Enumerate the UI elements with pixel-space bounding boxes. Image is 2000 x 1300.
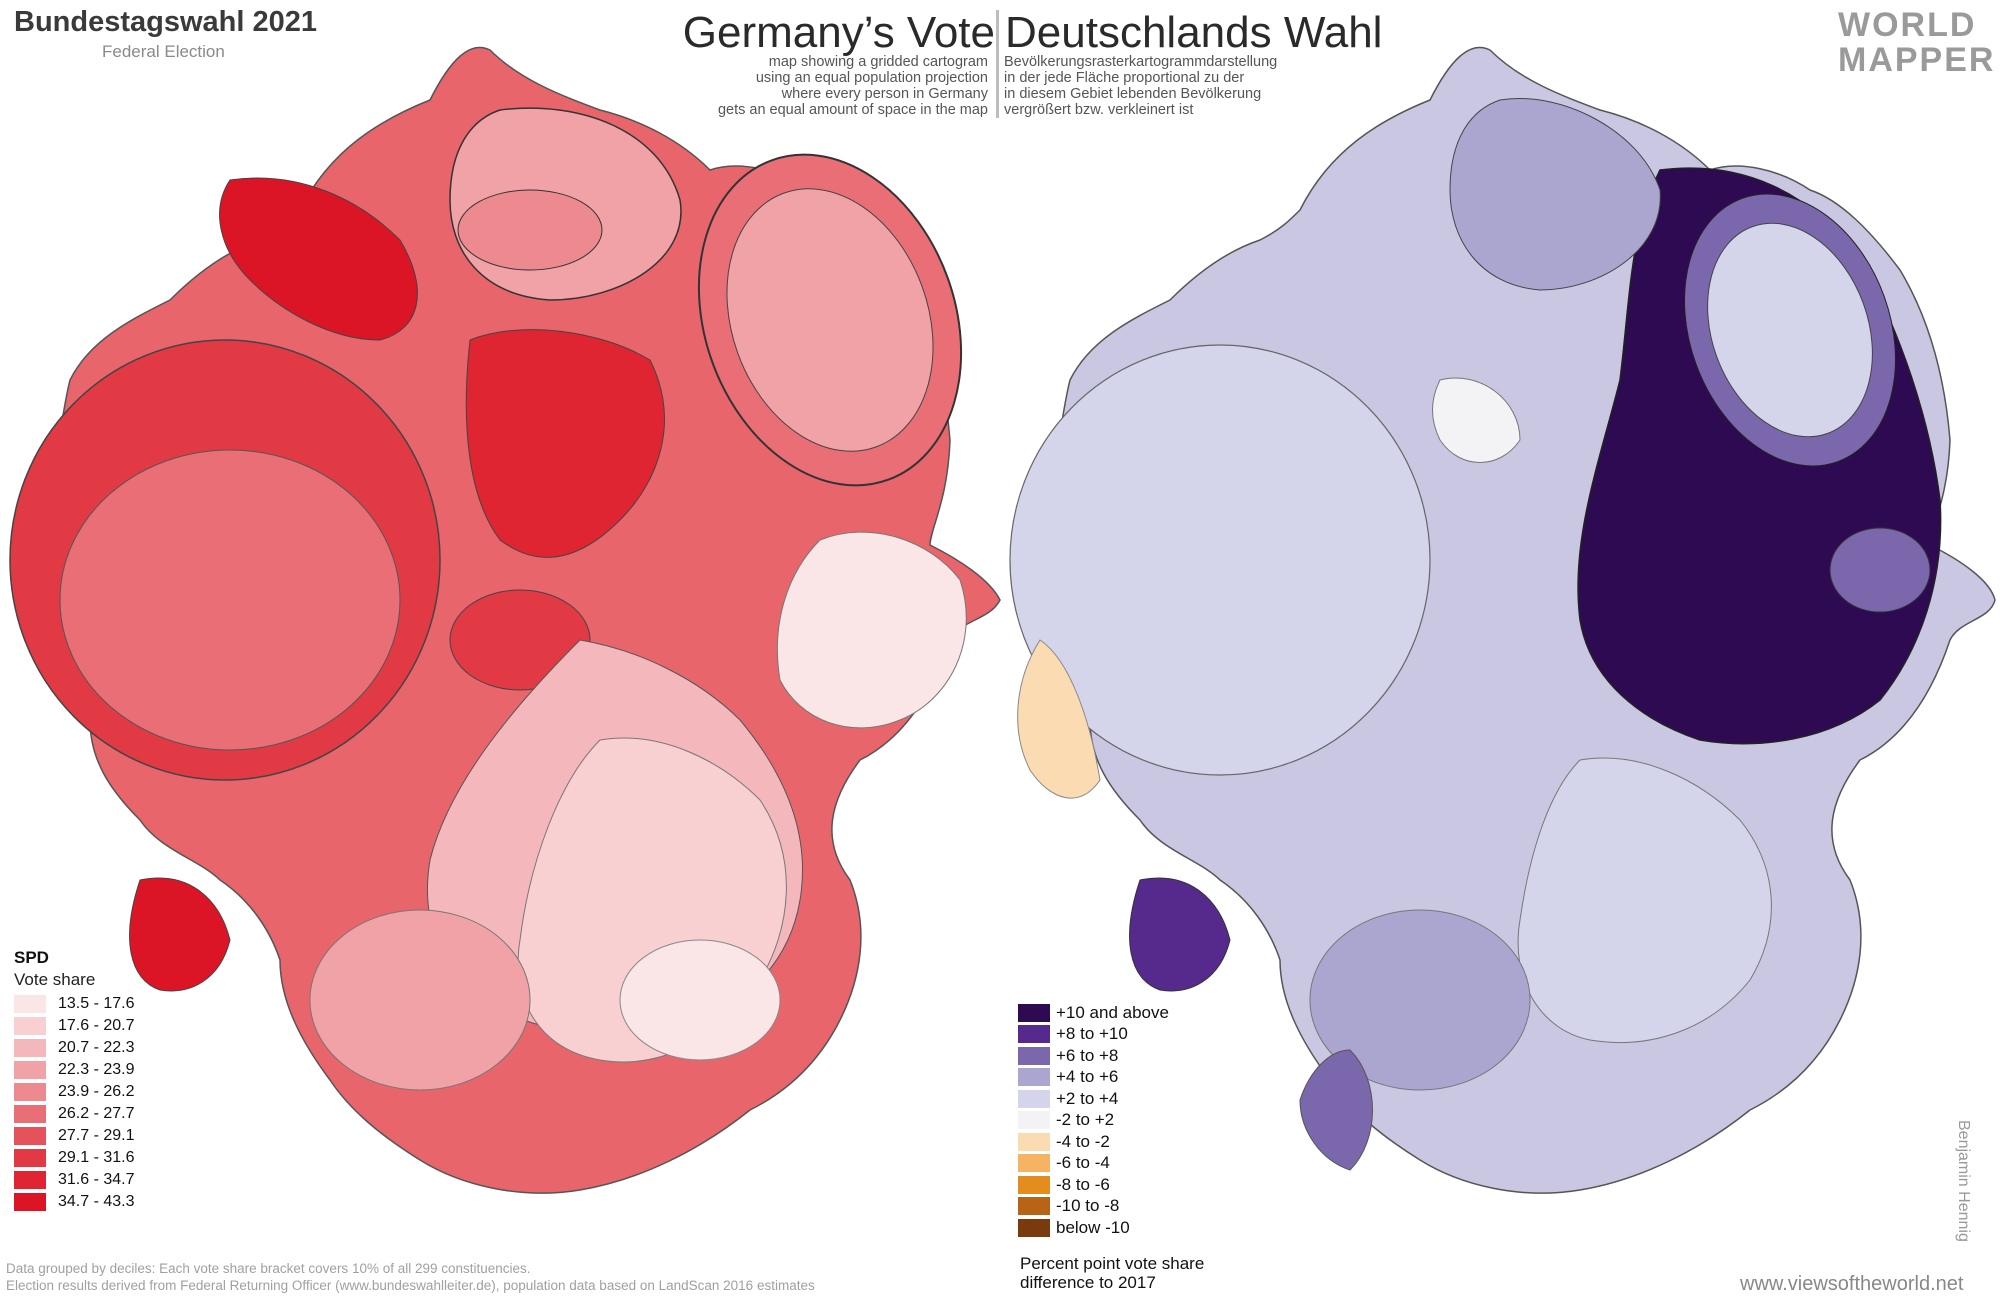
legend-swatch <box>1018 1089 1050 1108</box>
legend-label: 29.1 - 31.6 <box>58 1149 135 1166</box>
legend-label: -4 to -2 <box>1056 1131 1110 1151</box>
legend-note-line: difference to 2017 <box>1020 1273 1156 1292</box>
legend-label: 17.6 - 20.7 <box>58 1017 135 1034</box>
description-english: map showing a gridded cartogram using an… <box>718 54 988 118</box>
legend-item: 13.5 - 17.6 <box>14 993 135 1015</box>
legend-swatch <box>14 1017 46 1035</box>
legend-swatch <box>14 1105 46 1123</box>
legend-swatch <box>14 1193 46 1211</box>
legend-label: +8 to +10 <box>1056 1024 1128 1044</box>
legend-note-line: Percent point vote share <box>1020 1254 1205 1273</box>
legend-item: below -10 <box>1018 1217 1169 1239</box>
difference-legend: +10 and above +8 to +10 +6 to +8 +4 to +6 +2… <box>1018 1002 1169 1239</box>
logo-line-1: WORLD <box>1838 6 1977 44</box>
legend-item: +4 to +6 <box>1018 1067 1169 1089</box>
description-english-line: using an equal population projection <box>755 70 988 86</box>
legend-items: +10 and above +8 to +10 +6 to +8 +4 to +6 +2… <box>1018 1002 1169 1239</box>
legend-label: +6 to +8 <box>1056 1045 1119 1065</box>
legend-item: +10 and above <box>1018 1002 1169 1024</box>
legend-label: 20.7 - 22.3 <box>58 1039 135 1056</box>
legend-item: +8 to +10 <box>1018 1024 1169 1046</box>
map-subtitle: Federal Election <box>102 42 225 61</box>
description-german-line: vergrößert bzw. verkleinert ist <box>1004 102 1194 118</box>
legend-swatch <box>1018 1175 1050 1194</box>
legend-swatch <box>1018 1003 1050 1022</box>
legend-label: 34.7 - 43.3 <box>58 1193 135 1210</box>
legend-item: -8 to -6 <box>1018 1174 1169 1196</box>
legend-item: -2 to +2 <box>1018 1110 1169 1132</box>
legend-item: 17.6 - 20.7 <box>14 1015 135 1037</box>
author-credit: Benjamin Hennig <box>1955 1120 1972 1242</box>
legend-items: 13.5 - 17.6 17.6 - 20.7 20.7 - 22.3 22.3 - … <box>14 993 135 1213</box>
legend-label: -6 to -4 <box>1056 1153 1110 1173</box>
legend-label: -10 to -8 <box>1056 1196 1120 1216</box>
legend-swatch <box>14 1127 46 1145</box>
legend-label: -8 to -6 <box>1056 1174 1110 1194</box>
legend-item: -10 to -8 <box>1018 1196 1169 1218</box>
legend-item: 20.7 - 22.3 <box>14 1037 135 1059</box>
legend-swatch <box>1018 1197 1050 1216</box>
title-divider <box>996 10 999 118</box>
legend-caption: Vote share <box>14 970 96 989</box>
map-title: Bundestagswahl 2021 <box>14 6 317 38</box>
footnote-line: Election results derived from Federal Re… <box>6 1278 815 1293</box>
legend-label: 22.3 - 23.9 <box>58 1061 135 1078</box>
legend-swatch <box>14 1149 46 1167</box>
description-german-line: in diesem Gebiet lebenden Bevölkerung <box>1004 86 1262 102</box>
description-english-line: where every person in Germany <box>781 86 988 102</box>
left-cartogram-map <box>9 46 1001 1194</box>
legend-label: 13.5 - 17.6 <box>58 995 135 1012</box>
description-english-line: map showing a gridded cartogram <box>768 54 988 70</box>
description-german: Bevölkerungsrasterkartogrammdarstellung … <box>1004 54 1277 118</box>
legend-swatch <box>1018 1218 1050 1237</box>
legend-item: 29.1 - 31.6 <box>14 1147 135 1169</box>
description-german-line: in der jede Fläche proportional zu der <box>1004 70 1245 86</box>
legend-label: +2 to +4 <box>1056 1088 1119 1108</box>
legend-swatch <box>1018 1068 1050 1087</box>
legend-label: 26.2 - 27.7 <box>58 1105 135 1122</box>
worldmapper-logo: WORLD MAPPER <box>1838 6 1996 79</box>
legend-label: 27.7 - 29.1 <box>58 1127 135 1144</box>
legend-label: +10 and above <box>1056 1002 1169 1022</box>
legend-item: 26.2 - 27.7 <box>14 1103 135 1125</box>
right-cartogram-map <box>1009 46 1996 1194</box>
legend-item: 22.3 - 23.9 <box>14 1059 135 1081</box>
legend-swatch <box>1018 1132 1050 1151</box>
legend-item: -6 to -4 <box>1018 1153 1169 1175</box>
legend-item: 34.7 - 43.3 <box>14 1191 135 1213</box>
legend-swatch <box>1018 1025 1050 1044</box>
legend-swatch <box>14 1083 46 1101</box>
legend-label: 23.9 - 26.2 <box>58 1083 135 1100</box>
legend-swatch <box>14 995 46 1013</box>
legend-label: 31.6 - 34.7 <box>58 1171 135 1188</box>
legend-item: 31.6 - 34.7 <box>14 1169 135 1191</box>
description-english-line: gets an equal amount of space in the map <box>717 102 988 118</box>
legend-label: below -10 <box>1056 1217 1130 1237</box>
difference-legend-note: Percent point vote share difference to 2… <box>1020 1254 1280 1292</box>
title-german: Deutschlands Wahl <box>1005 8 1383 57</box>
legend-item: 23.9 - 26.2 <box>14 1081 135 1103</box>
legend-item: +2 to +4 <box>1018 1088 1169 1110</box>
footnote-line: Data grouped by deciles: Each vote share… <box>6 1261 531 1276</box>
legend-swatch <box>14 1039 46 1057</box>
title-english: Germany’s Vote <box>682 8 995 57</box>
legend-item: -4 to -2 <box>1018 1131 1169 1153</box>
legend-item: 27.7 - 29.1 <box>14 1125 135 1147</box>
data-source-note: Data grouped by deciles: Each vote share… <box>6 1260 815 1294</box>
legend-swatch <box>14 1061 46 1079</box>
vote-share-legend: SPD Vote share 13.5 - 17.6 17.6 - 20.7 20.… <box>14 948 135 1213</box>
legend-swatch <box>1018 1111 1050 1130</box>
legend-party: SPD <box>14 948 49 967</box>
legend-swatch <box>14 1171 46 1189</box>
website-link[interactable]: www.viewsoftheworld.net <box>1740 1273 1964 1295</box>
legend-swatch <box>1018 1154 1050 1173</box>
legend-swatch <box>1018 1046 1050 1065</box>
legend-label: +4 to +6 <box>1056 1067 1119 1087</box>
description-german-line: Bevölkerungsrasterkartogrammdarstellung <box>1004 54 1278 70</box>
logo-line-2: MAPPER <box>1838 41 1996 79</box>
legend-item: +6 to +8 <box>1018 1045 1169 1067</box>
legend-label: -2 to +2 <box>1056 1110 1115 1130</box>
